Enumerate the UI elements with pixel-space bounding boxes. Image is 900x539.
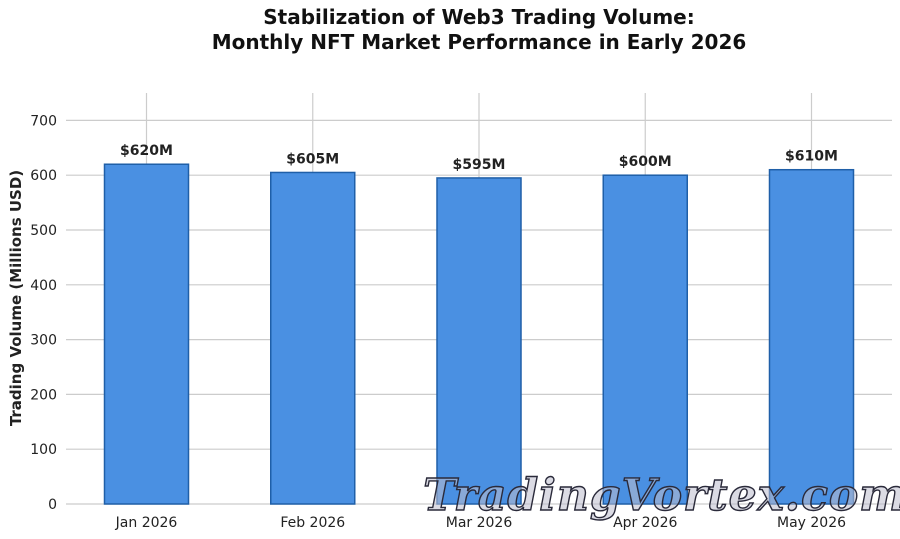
x-tick-label: Jan 2026 [115, 515, 178, 531]
bar-value-label: $600M [619, 154, 672, 170]
y-axis-title: Trading Volume (Millions USD) [7, 170, 25, 426]
bar [103, 163, 190, 505]
bar [602, 174, 688, 505]
x-tick-label: May 2026 [777, 515, 846, 531]
y-tick-label: 600 [30, 168, 57, 184]
chart-title-line1: Stabilization of Web3 Trading Volume: [263, 5, 694, 29]
y-tick-label: 100 [30, 442, 57, 458]
y-tick-label: 400 [30, 278, 57, 294]
bar-value-label: $620M [120, 143, 173, 159]
y-axis-ticks: 0 100 200 300 400 500 600 700 [30, 113, 57, 513]
data-labels: $620M $605M $595M $600M $610M [120, 143, 838, 173]
chart-title-line2: Monthly NFT Market Performance in Early … [212, 30, 747, 54]
bar [270, 171, 356, 505]
x-tick-label: Feb 2026 [280, 515, 345, 531]
y-tick-label: 0 [48, 497, 57, 513]
bar [436, 177, 522, 505]
y-tick-label: 700 [30, 113, 57, 129]
bar-value-label: $595M [453, 157, 506, 173]
x-tick-label: Mar 2026 [446, 515, 513, 531]
bar-value-label: $610M [785, 149, 838, 165]
bar-value-label: $605M [286, 151, 339, 167]
y-tick-label: 500 [30, 223, 57, 239]
watermark: TradingVortex.com [423, 470, 900, 521]
bars [103, 163, 855, 505]
x-tick-label: Apr 2026 [613, 515, 677, 531]
y-tick-label: 200 [30, 387, 57, 403]
bar [768, 168, 855, 505]
y-tick-label: 300 [30, 333, 57, 349]
x-axis-ticks: Jan 2026 Feb 2026 Mar 2026 Apr 2026 May 2026 [115, 515, 846, 531]
